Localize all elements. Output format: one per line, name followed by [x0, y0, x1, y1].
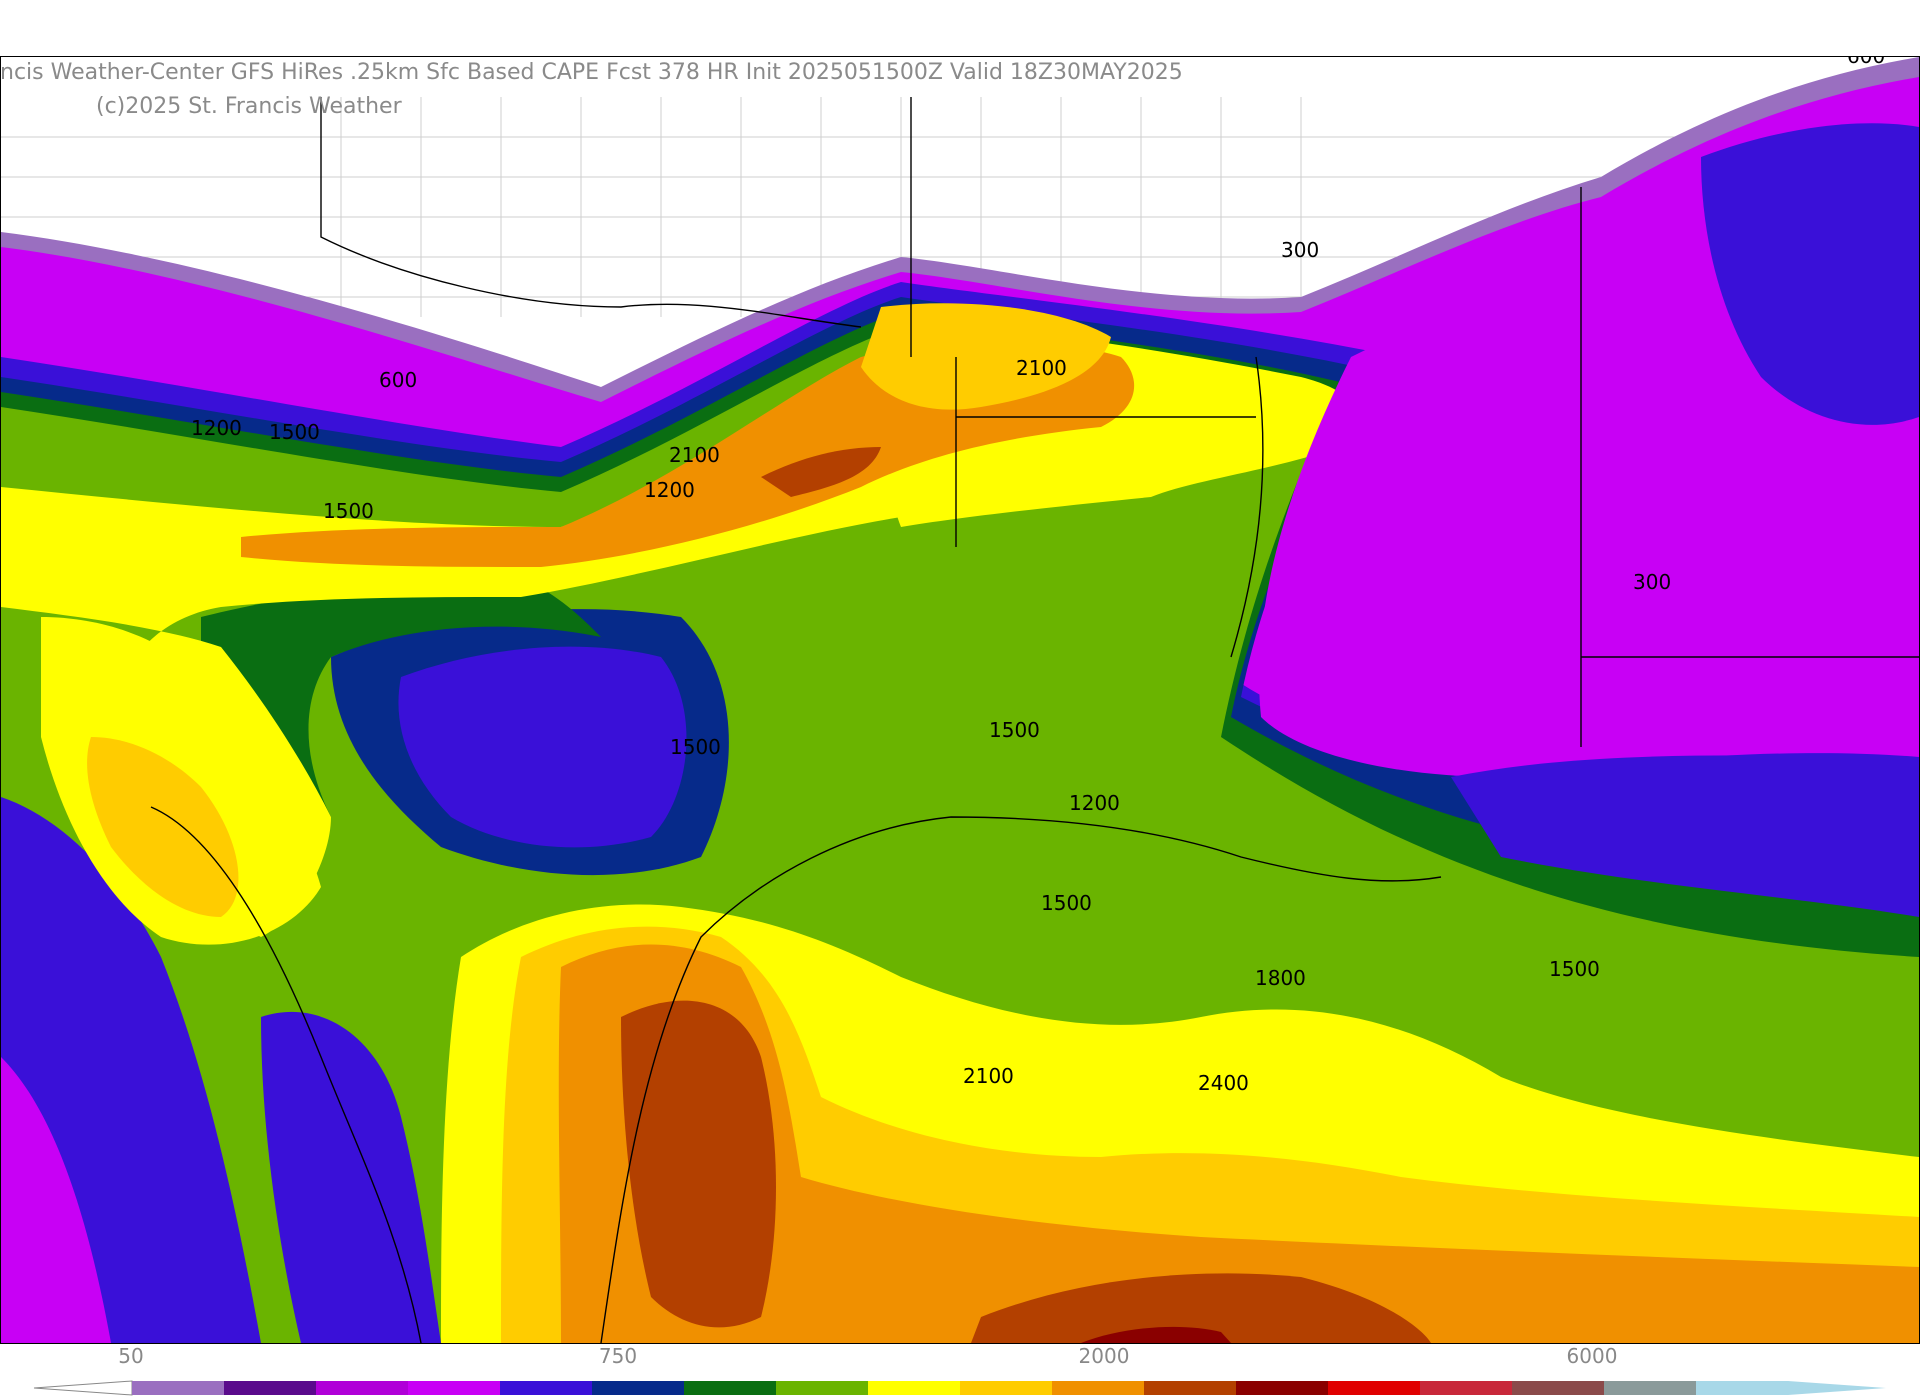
map-copyright: (c)2025 St. Francis Weather: [96, 94, 402, 119]
southwest-ring-blue: [261, 1011, 441, 1343]
colorbar-swatch: [132, 1381, 225, 1395]
colorbar-swatch: [684, 1381, 777, 1395]
southwest-magenta: [1, 1057, 111, 1343]
colorbar-swatch: [1420, 1381, 1513, 1395]
texas-darkgreen-ring: [201, 577, 601, 817]
colorbar-swatch: [1052, 1381, 1145, 1395]
texas-blue-inner: [398, 646, 687, 848]
state-boundaries: [150, 97, 1919, 1343]
colorbar-tick-label: 50: [118, 1344, 144, 1368]
colorbar-arrow-left: [33, 1380, 133, 1396]
colorbar-tick-label: 2000: [1078, 1344, 1130, 1368]
brown-north-core: [761, 447, 881, 497]
gulf-brown: [621, 1000, 776, 1328]
colorbar-swatch: [500, 1381, 593, 1395]
colorbar-swatch: [960, 1381, 1053, 1395]
east-magenta: [1259, 232, 1919, 778]
colorbar-swatch: [592, 1381, 685, 1395]
contour-label: 2100: [1016, 356, 1067, 380]
contour-label: 600: [379, 368, 417, 392]
colorbar-swatches: [33, 1380, 1886, 1396]
colorbar-swatch: [1696, 1381, 1789, 1395]
colorbar-swatch: [1512, 1381, 1605, 1395]
colorbar-swatch: [868, 1381, 961, 1395]
colorbar-swatch: [1236, 1381, 1329, 1395]
colorbar-swatch: [316, 1381, 409, 1395]
colorbar-tick-label: 6000: [1566, 1344, 1618, 1368]
map-title: ncis Weather-Center GFS HiRes .25km Sfc …: [0, 60, 1183, 85]
east-blue-bottom: [1451, 755, 1919, 917]
contour-label: 300: [1281, 238, 1319, 262]
contour-label: 1500: [323, 499, 374, 523]
orange-north-core: [861, 303, 1111, 410]
colorbar-tick-label: 750: [598, 1344, 638, 1368]
colorbar-swatch: [1144, 1381, 1237, 1395]
east-blue-top: [1701, 123, 1919, 425]
contour-label: 1500: [269, 420, 320, 444]
contour-label: 2100: [669, 443, 720, 467]
gulf-south-darkred: [1081, 1326, 1231, 1343]
colorbar-swatch: [224, 1381, 317, 1395]
contour-label: 600: [1847, 57, 1885, 68]
gulf-south-brown: [971, 1273, 1431, 1343]
map-frame: 600 300 1200 1500 2100 1200 1500 2100 15…: [0, 56, 1920, 1344]
cape-map: 600 300 1200 1500 2100 1200 1500 2100 15…: [1, 57, 1919, 1343]
contour-label: 2100: [963, 1064, 1014, 1088]
contour-label: 1800: [1255, 966, 1306, 990]
contour-labels: 600 300 1200 1500 2100 1200 1500 2100 15…: [191, 57, 1885, 1095]
contour-label: 1500: [1549, 957, 1600, 981]
colorbar-swatch: [1328, 1381, 1421, 1395]
county-grid: [1, 97, 1919, 317]
colorbar: 50 750 2000 6000: [0, 1342, 1920, 1400]
orange-west: [87, 737, 239, 917]
contour-label: 1500: [670, 735, 721, 759]
contour-label: 300: [1633, 570, 1671, 594]
colorbar-arrow-right: [1788, 1381, 1886, 1395]
colorbar-swatch: [1604, 1381, 1697, 1395]
contour-label: 1200: [191, 416, 242, 440]
contour-label: 1200: [644, 478, 695, 502]
gulf-orange: [558, 944, 1919, 1343]
contour-label: 2400: [1198, 1071, 1249, 1095]
contour-label: 1200: [1069, 791, 1120, 815]
colorbar-swatch: [776, 1381, 869, 1395]
contour-label: 1500: [1041, 891, 1092, 915]
colorbar-swatch: [408, 1381, 501, 1395]
contour-label: 1500: [989, 718, 1040, 742]
